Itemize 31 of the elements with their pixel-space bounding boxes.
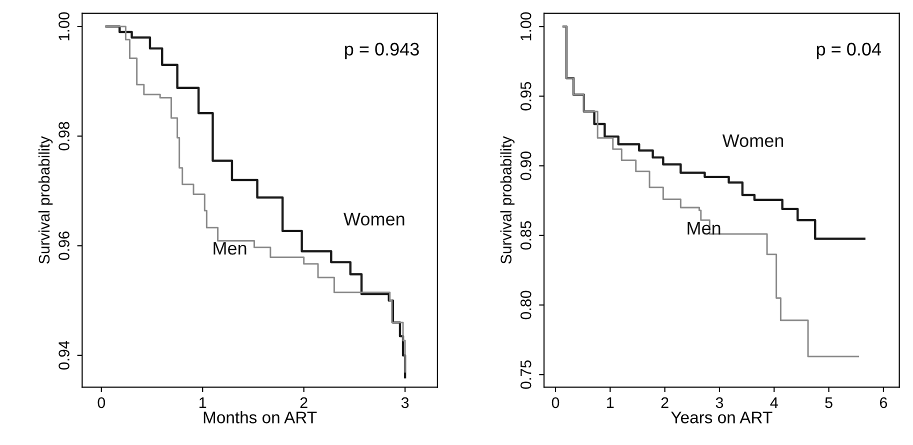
- x-tick-label: 0: [98, 397, 106, 408]
- y-tick-label: 0.75: [520, 360, 532, 389]
- x-tick-label: 5: [825, 397, 832, 408]
- y-tick-label: 0.95: [520, 82, 532, 110]
- x-tick-label: 3: [401, 397, 409, 408]
- x-tick-label: 3: [716, 397, 724, 408]
- y-axis-title: Survival probability: [500, 136, 515, 264]
- y-axis-title: Survival probability: [38, 136, 53, 264]
- x-tick-label: 0: [552, 397, 560, 408]
- series-label: Men: [688, 222, 720, 235]
- y-tick-label: 0.80: [520, 290, 532, 320]
- series-label: Women: [344, 212, 404, 226]
- annotation: p = 0.943: [345, 42, 419, 60]
- series-label: Women: [722, 134, 784, 148]
- annotation: p = 0.04: [816, 42, 882, 60]
- x-tick-label: 2: [661, 397, 668, 408]
- y-tick-label: 1.00: [58, 12, 70, 40]
- x-axis-title: Months on ART: [204, 411, 317, 424]
- x-tick-label: 2: [300, 397, 308, 408]
- y-tick-label: 1.00: [520, 12, 532, 40]
- y-tick-label: 0.98: [58, 122, 70, 150]
- series-label: Men: [214, 242, 246, 255]
- y-tick-label: 0.96: [58, 232, 70, 260]
- x-tick-label: 1: [607, 397, 614, 408]
- x-tick-label: 4: [770, 397, 778, 408]
- x-axis-title: Years on ART: [671, 412, 772, 424]
- y-tick-label: 0.90: [520, 152, 532, 180]
- x-tick-label: 1: [200, 397, 206, 408]
- x-tick-label: 6: [880, 397, 888, 408]
- y-tick-label: 0.94: [58, 340, 70, 370]
- y-tick-label: 0.85: [520, 221, 532, 250]
